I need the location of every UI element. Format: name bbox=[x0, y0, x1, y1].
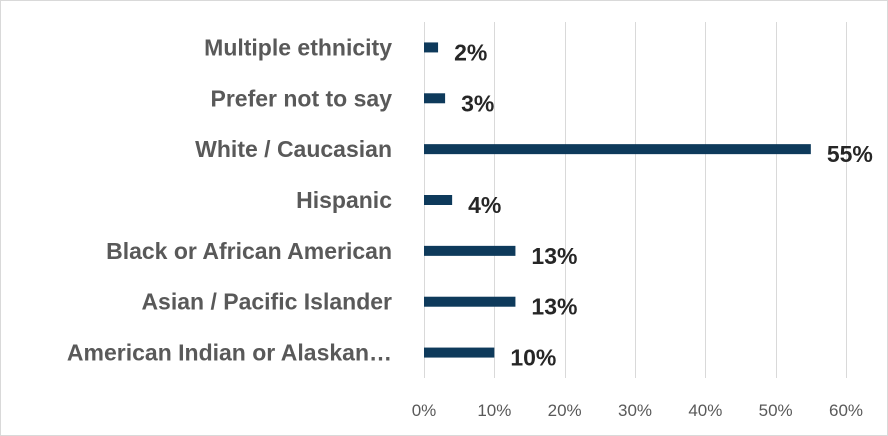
bar bbox=[424, 347, 495, 358]
bar bbox=[424, 144, 811, 155]
data-label: 3% bbox=[461, 90, 494, 116]
data-label: 55% bbox=[827, 141, 873, 167]
bar bbox=[424, 296, 516, 307]
category-label: American Indian or Alaskan… bbox=[67, 340, 392, 366]
x-tick-label: 60% bbox=[829, 401, 863, 420]
x-tick-label: 40% bbox=[688, 401, 722, 420]
x-tick-label: 30% bbox=[618, 401, 652, 420]
data-label: 2% bbox=[454, 39, 487, 65]
x-axis-tick-labels: 0% 10% 20% 30% 40% 50% 60% bbox=[412, 401, 863, 420]
data-label: 4% bbox=[468, 192, 501, 218]
data-label: 10% bbox=[510, 345, 556, 371]
bars bbox=[424, 42, 811, 358]
category-label: Hispanic bbox=[296, 187, 392, 213]
bar bbox=[424, 93, 446, 104]
category-label: Black or African American bbox=[106, 238, 392, 264]
data-label: 13% bbox=[531, 243, 577, 269]
gridlines bbox=[424, 22, 847, 378]
data-label: 13% bbox=[531, 294, 577, 320]
category-label: White / Caucasian bbox=[195, 136, 392, 162]
category-label: Prefer not to say bbox=[211, 85, 393, 111]
x-tick-label: 10% bbox=[477, 401, 511, 420]
category-label: Asian / Pacific Islander bbox=[141, 289, 392, 315]
x-tick-label: 0% bbox=[412, 401, 437, 420]
bar bbox=[424, 245, 516, 256]
value-labels: 2% 3% 55% 4% 13% 13% 10% bbox=[454, 39, 873, 370]
category-labels: Multiple ethnicity Prefer not to say White… bbox=[67, 34, 392, 365]
x-tick-label: 20% bbox=[548, 401, 582, 420]
bar bbox=[424, 195, 453, 205]
bar bbox=[424, 42, 439, 53]
category-label: Multiple ethnicity bbox=[204, 34, 392, 60]
x-tick-label: 50% bbox=[759, 401, 793, 420]
